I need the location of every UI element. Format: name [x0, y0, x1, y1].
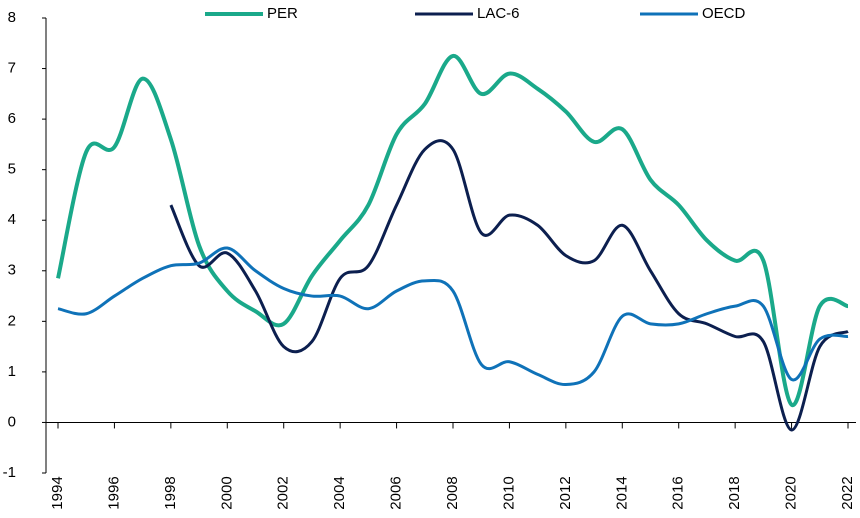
x-tick-label: 1996: [105, 476, 122, 509]
y-tick-label: 8: [8, 9, 16, 26]
x-tick-label: 2012: [557, 476, 574, 509]
series-line: [169, 139, 849, 432]
legend-label: OECD: [702, 5, 746, 22]
x-tick-label: 2016: [670, 476, 687, 509]
y-tick-label: 0: [8, 413, 16, 430]
x-tick-label: 2010: [500, 476, 517, 509]
x-tick-label: 2000: [218, 476, 235, 509]
series-line: [56, 53, 849, 407]
x-tick-label: 2018: [726, 476, 743, 509]
y-tick-label: -1: [3, 464, 16, 481]
y-tick-label: 1: [8, 363, 16, 380]
y-tick-label: 7: [8, 60, 16, 77]
series-line: [57, 246, 849, 387]
y-tick-label: 3: [8, 262, 16, 279]
x-tick-label: 2014: [613, 476, 630, 509]
y-tick-label: 6: [8, 110, 16, 127]
x-tick-label: 2006: [388, 476, 405, 509]
x-tick-label: 2008: [444, 476, 461, 509]
x-tick-label: 1998: [162, 476, 179, 509]
legend-label: LAC-6: [477, 5, 520, 22]
x-tick-label: 2002: [275, 476, 292, 509]
x-tick-label: 2022: [839, 476, 856, 509]
x-tick-label: 2004: [331, 476, 348, 509]
x-tick-label: 2020: [783, 476, 800, 509]
y-tick-label: 4: [8, 211, 16, 228]
legend-label: PER: [267, 5, 298, 22]
x-tick-label: 1994: [49, 476, 66, 509]
y-tick-label: 5: [8, 161, 16, 178]
y-tick-label: 2: [8, 312, 16, 329]
